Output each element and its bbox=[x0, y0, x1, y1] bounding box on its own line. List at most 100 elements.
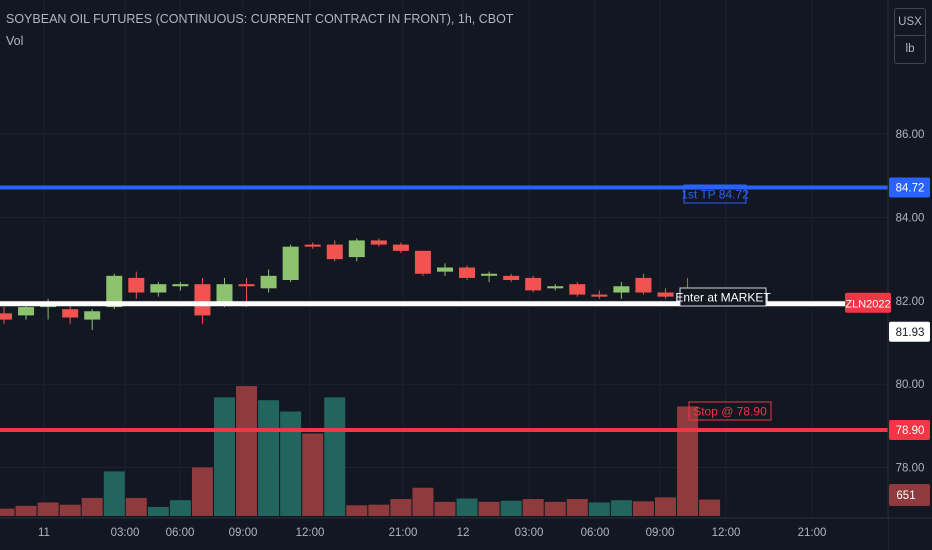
entry-label-box bbox=[679, 287, 767, 307]
candle-body bbox=[0, 313, 12, 320]
candle-body bbox=[657, 292, 674, 297]
time-tick-label: 12:00 bbox=[712, 527, 741, 539]
take-profit-label: 1st TP 84.72 bbox=[681, 188, 749, 202]
volume-bar bbox=[15, 505, 37, 516]
currency-unit[interactable]: USX bbox=[898, 16, 922, 28]
candle-body bbox=[172, 284, 189, 287]
volume-bar bbox=[412, 487, 434, 516]
time-tick-label: 09:00 bbox=[229, 527, 258, 539]
candle-body bbox=[216, 284, 233, 305]
volume-bar bbox=[610, 500, 632, 516]
candle-body bbox=[238, 284, 255, 287]
volume-bar bbox=[368, 504, 390, 516]
volume-bar bbox=[169, 500, 191, 516]
volume-bar bbox=[214, 397, 235, 516]
volume-bar bbox=[478, 501, 500, 516]
candle-body bbox=[459, 267, 476, 278]
volume-bar bbox=[125, 497, 147, 516]
candle-body bbox=[569, 284, 586, 295]
candle-body bbox=[18, 307, 35, 316]
candle-body bbox=[503, 275, 520, 280]
candle-body bbox=[106, 275, 123, 308]
candle-body bbox=[591, 294, 608, 297]
price-axis bbox=[888, 0, 932, 550]
candle-body bbox=[392, 244, 409, 251]
price-tick-label: 84.00 bbox=[896, 213, 925, 225]
volume-bar bbox=[147, 506, 169, 516]
volume-bar bbox=[500, 500, 522, 516]
volume-bar bbox=[544, 501, 566, 516]
entry-price-badge: 81.93 bbox=[896, 327, 925, 339]
candle-body bbox=[613, 286, 630, 293]
candle-body bbox=[304, 244, 321, 247]
candle-body bbox=[370, 240, 387, 245]
time-tick-label: 09:00 bbox=[646, 527, 675, 539]
unit-selector[interactable]: USX lb bbox=[894, 8, 926, 64]
volume-bar bbox=[81, 497, 103, 516]
time-tick-label: 06:00 bbox=[581, 527, 610, 539]
candle-body bbox=[128, 277, 145, 293]
volume-bar bbox=[236, 386, 258, 516]
tp-price-badge-box bbox=[889, 177, 930, 198]
volume-bar bbox=[522, 499, 544, 516]
volume-indicator-label[interactable]: Vol bbox=[6, 34, 24, 48]
tp-price-badge: 84.72 bbox=[896, 183, 925, 195]
candle-body bbox=[194, 284, 211, 316]
candle-body bbox=[150, 284, 167, 293]
candle-body bbox=[481, 273, 498, 276]
volume-bar bbox=[37, 502, 59, 516]
time-tick-label: 03:00 bbox=[111, 527, 140, 539]
volume-bar bbox=[699, 499, 721, 516]
time-tick-label: 11 bbox=[38, 527, 50, 539]
candle-body bbox=[260, 275, 277, 289]
time-axis bbox=[0, 518, 888, 550]
time-tick-label: 12 bbox=[457, 527, 470, 539]
volume-bar bbox=[655, 497, 676, 516]
volume-bar bbox=[0, 508, 15, 516]
candle-body bbox=[84, 311, 101, 320]
symbol-badge-box bbox=[845, 292, 891, 313]
candle-body bbox=[547, 286, 564, 289]
candle-body bbox=[414, 250, 431, 274]
price-tick-label: 80.00 bbox=[896, 379, 925, 391]
volume-bar bbox=[302, 433, 324, 516]
volume-bar bbox=[434, 501, 456, 516]
volume-bar bbox=[191, 467, 213, 516]
volume-bar bbox=[324, 397, 346, 516]
volume-bar bbox=[390, 499, 412, 516]
stop-loss-label: Stop @ 78.90 bbox=[693, 405, 767, 419]
time-tick-label: 03:00 bbox=[515, 527, 544, 539]
volume-bar bbox=[346, 505, 368, 516]
candle-body bbox=[348, 240, 365, 258]
stop-loss-label-box bbox=[688, 401, 772, 421]
price-tick-label: 86.00 bbox=[896, 129, 925, 141]
stop-price-badge-box bbox=[889, 420, 930, 440]
entry-price-badge-box bbox=[889, 321, 930, 342]
measure-unit[interactable]: lb bbox=[895, 35, 925, 62]
candle-body bbox=[525, 277, 542, 291]
volume-bar bbox=[677, 406, 699, 516]
volume-bar bbox=[59, 504, 81, 516]
time-tick-label: 12:00 bbox=[296, 527, 325, 539]
time-tick-label: 21:00 bbox=[389, 527, 418, 539]
candle-body bbox=[62, 309, 79, 318]
time-tick-label: 21:00 bbox=[798, 527, 827, 539]
volume-bar bbox=[103, 471, 125, 516]
volume-value-badge: 651 bbox=[896, 490, 915, 502]
volume-bar bbox=[456, 498, 478, 516]
volume-bar bbox=[280, 411, 302, 516]
candle-body bbox=[635, 277, 652, 293]
volume-value-badge-box bbox=[889, 484, 930, 506]
entry-label: Enter at MARKET bbox=[675, 291, 771, 305]
volume-bar bbox=[566, 499, 588, 516]
stop-price-badge: 78.90 bbox=[896, 425, 925, 437]
price-tick-label: 78.00 bbox=[896, 463, 925, 475]
volume-bar bbox=[258, 400, 280, 516]
symbol-title[interactable]: SOYBEAN OIL FUTURES (CONTINUOUS: CURRENT… bbox=[6, 12, 514, 26]
volume-bar bbox=[588, 502, 610, 516]
symbol-badge: ZLN2022 bbox=[845, 298, 890, 310]
candle-body bbox=[326, 244, 343, 260]
candle-body bbox=[282, 246, 299, 280]
